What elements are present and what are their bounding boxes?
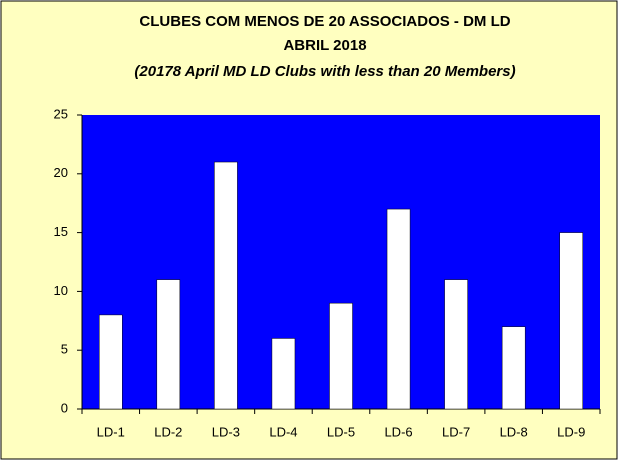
bar <box>271 338 296 410</box>
bar <box>444 279 468 410</box>
chart-title: ABRIL 2018 <box>283 37 366 54</box>
bar <box>329 302 353 410</box>
x-tick-label: LD-5 <box>327 424 355 439</box>
x-tick-label: LD-1 <box>97 424 125 439</box>
y-tick-label: 20 <box>54 165 68 180</box>
y-tick-label: 10 <box>54 283 68 298</box>
bar <box>386 208 411 410</box>
y-tick-label: 25 <box>54 106 68 121</box>
bar <box>501 326 526 410</box>
x-tick-label: LD-6 <box>384 424 412 439</box>
bar <box>156 279 181 410</box>
x-tick-label: LD-4 <box>269 424 297 439</box>
x-tick-label: LD-8 <box>500 424 528 439</box>
y-tick-label: 5 <box>61 342 68 357</box>
x-tick-label: LD-7 <box>442 424 470 439</box>
x-tick-label: LD-9 <box>557 424 585 439</box>
bar <box>559 232 583 410</box>
y-tick-label: 0 <box>61 400 68 415</box>
chart-title: (20178 April MD LD Clubs with less than … <box>134 63 515 80</box>
bar <box>214 161 238 410</box>
chart-title: CLUBES COM MENOS DE 20 ASSOCIADOS - DM L… <box>139 13 510 30</box>
y-tick-label: 15 <box>54 224 68 239</box>
bar <box>99 314 123 410</box>
x-tick-label: LD-3 <box>212 424 240 439</box>
x-tick-label: LD-2 <box>154 424 182 439</box>
